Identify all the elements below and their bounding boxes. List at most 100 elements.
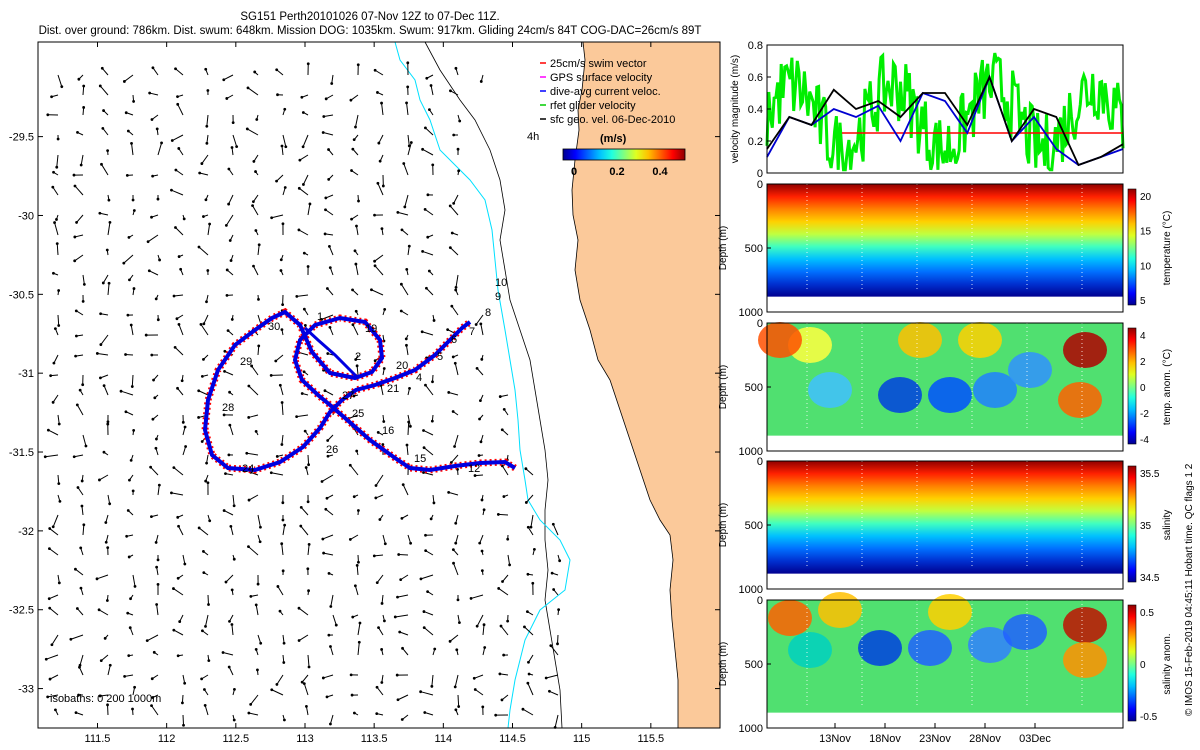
velocity-arrow-head: [279, 258, 283, 262]
heatmap-panel-salinity: 0 500 1000 34.5 35 35.5: [739, 456, 1160, 596]
velocity-arrow: [528, 654, 534, 663]
velocity-arrow-head: [223, 349, 227, 353]
velocity-arrow-head: [60, 85, 64, 89]
velocity-arrow-head: [245, 451, 249, 455]
isobaths-caption: isobaths: 0 200 1000m: [50, 693, 161, 705]
velocity-arrow-head: [251, 204, 254, 207]
velocity-arrow-head: [400, 228, 404, 232]
velocity-arrow-head: [475, 366, 479, 370]
velocity-arrow-head: [204, 624, 207, 628]
velocity-arrow-head: [307, 543, 311, 546]
velocity-arrow-head: [130, 385, 134, 388]
velocity-arrow-head: [358, 621, 362, 625]
velocity-arrow-head: [383, 542, 387, 546]
velocity-arrow-head: [205, 461, 208, 465]
velocity-arrow: [222, 651, 234, 656]
velocity-arrow: [356, 365, 359, 376]
inner-loop-track: [303, 326, 360, 380]
velocity-arrow-head: [454, 285, 458, 289]
velocity-arrow-head: [257, 344, 261, 348]
colorbar-title: (m/s): [600, 133, 627, 145]
velocity-arrow-head: [276, 585, 280, 588]
velocity-arrow-head: [177, 524, 180, 528]
velocity-arrow-head: [448, 204, 452, 208]
velocity-arrow: [178, 526, 184, 536]
map-colorbar: [562, 148, 686, 161]
velocity-arrow-head: [526, 525, 530, 529]
velocity-arrow: [546, 674, 559, 679]
velocity-arrow-head: [381, 184, 385, 188]
velocity-arrow-head: [106, 420, 110, 424]
velocity-arrow-head: [202, 571, 206, 575]
velocity-arrow-head: [325, 287, 329, 290]
velocity-arrow: [305, 706, 309, 716]
velocity-arrow-head: [382, 420, 386, 423]
velocity-arrow-head: [506, 619, 510, 623]
heatmap-ylabel: Depth (m): [718, 503, 729, 547]
velocity-arrow-head: [52, 271, 55, 275]
velocity-arrow-head: [449, 89, 452, 93]
velocity-arrow-head: [107, 281, 111, 285]
velocity-arrow-head: [329, 605, 333, 608]
velocity-arrow-head: [81, 299, 85, 303]
velocity-arrow-head: [376, 91, 379, 94]
velocity-arrow: [527, 527, 534, 536]
velocity-arrow: [225, 214, 234, 226]
legend-label: GPS surface velocity: [550, 72, 653, 84]
velocity-arrow-head: [422, 471, 425, 474]
velocity-arrow: [402, 484, 409, 496]
velocity-arrow: [231, 624, 234, 636]
velocity-arrow: [248, 385, 259, 396]
velocity-arrow: [324, 390, 334, 396]
velocity-arrow-head: [479, 80, 483, 83]
velocity-arrow-head: [232, 557, 236, 561]
velocity-arrow-head: [206, 269, 210, 272]
velocity-arrow: [501, 465, 509, 476]
velocity-ylabel: velocity magnitude (m/s): [730, 55, 741, 163]
velocity-arrow-head: [302, 183, 305, 186]
velocity-arrow: [454, 363, 459, 376]
heatmap-panel-salinity-anom-: 0 500 1000 -0.5 0 0.5: [739, 592, 1158, 735]
velocity-arrow-head: [247, 416, 251, 419]
velocity-arrow: [371, 289, 384, 296]
velocity-arrow-head: [483, 646, 487, 649]
velocity-arrow: [224, 370, 234, 376]
velocity-ytick-label: 0.2: [748, 136, 763, 148]
velocity-arrow-head: [334, 623, 338, 627]
velocity-arrow: [182, 714, 185, 726]
velocity-arrow-head: [48, 527, 52, 530]
velocity-arrow-head: [479, 322, 483, 326]
velocity-arrow-head: [380, 681, 384, 684]
velocity-arrow: [423, 611, 434, 616]
velocity-arrow-head: [326, 439, 330, 442]
heatmap-colorbar-tick: 34.5: [1140, 573, 1160, 584]
velocity-arrow-head: [247, 711, 251, 715]
velocity-arrow: [397, 594, 409, 598]
velocity-arrow-head: [521, 707, 525, 711]
colorbar-tick-label: 0.2: [609, 166, 624, 178]
velocity-arrow-head: [307, 463, 311, 467]
velocity-arrow: [82, 434, 87, 447]
velocity-arrow-head: [479, 440, 483, 444]
velocity-arrow-head: [206, 481, 210, 485]
velocity-arrow-head: [151, 417, 155, 421]
anomaly-blob: [1008, 352, 1052, 388]
velocity-arrow-head: [147, 269, 151, 273]
velocity-arrow-head: [422, 429, 425, 432]
velocity-arrow-head: [376, 181, 380, 185]
velocity-arrow: [403, 163, 409, 176]
velocity-arrow: [57, 414, 60, 425]
velocity-arrow-head: [84, 444, 88, 448]
velocity-arrow-head: [454, 66, 458, 70]
velocity-arrow-head: [281, 569, 285, 573]
date-xtick-label: 13Nov: [819, 733, 851, 745]
velocity-arrow: [453, 563, 459, 576]
velocity-arrow: [102, 274, 109, 284]
velocity-arrow-head: [500, 428, 504, 432]
velocity-arrow-head: [222, 413, 226, 417]
velocity-arrow-head: [480, 498, 484, 502]
velocity-arrow-head: [482, 508, 486, 512]
velocity-arrow: [354, 585, 359, 596]
velocity-arrow-head: [99, 343, 103, 346]
velocity-arrow-head: [407, 244, 411, 248]
